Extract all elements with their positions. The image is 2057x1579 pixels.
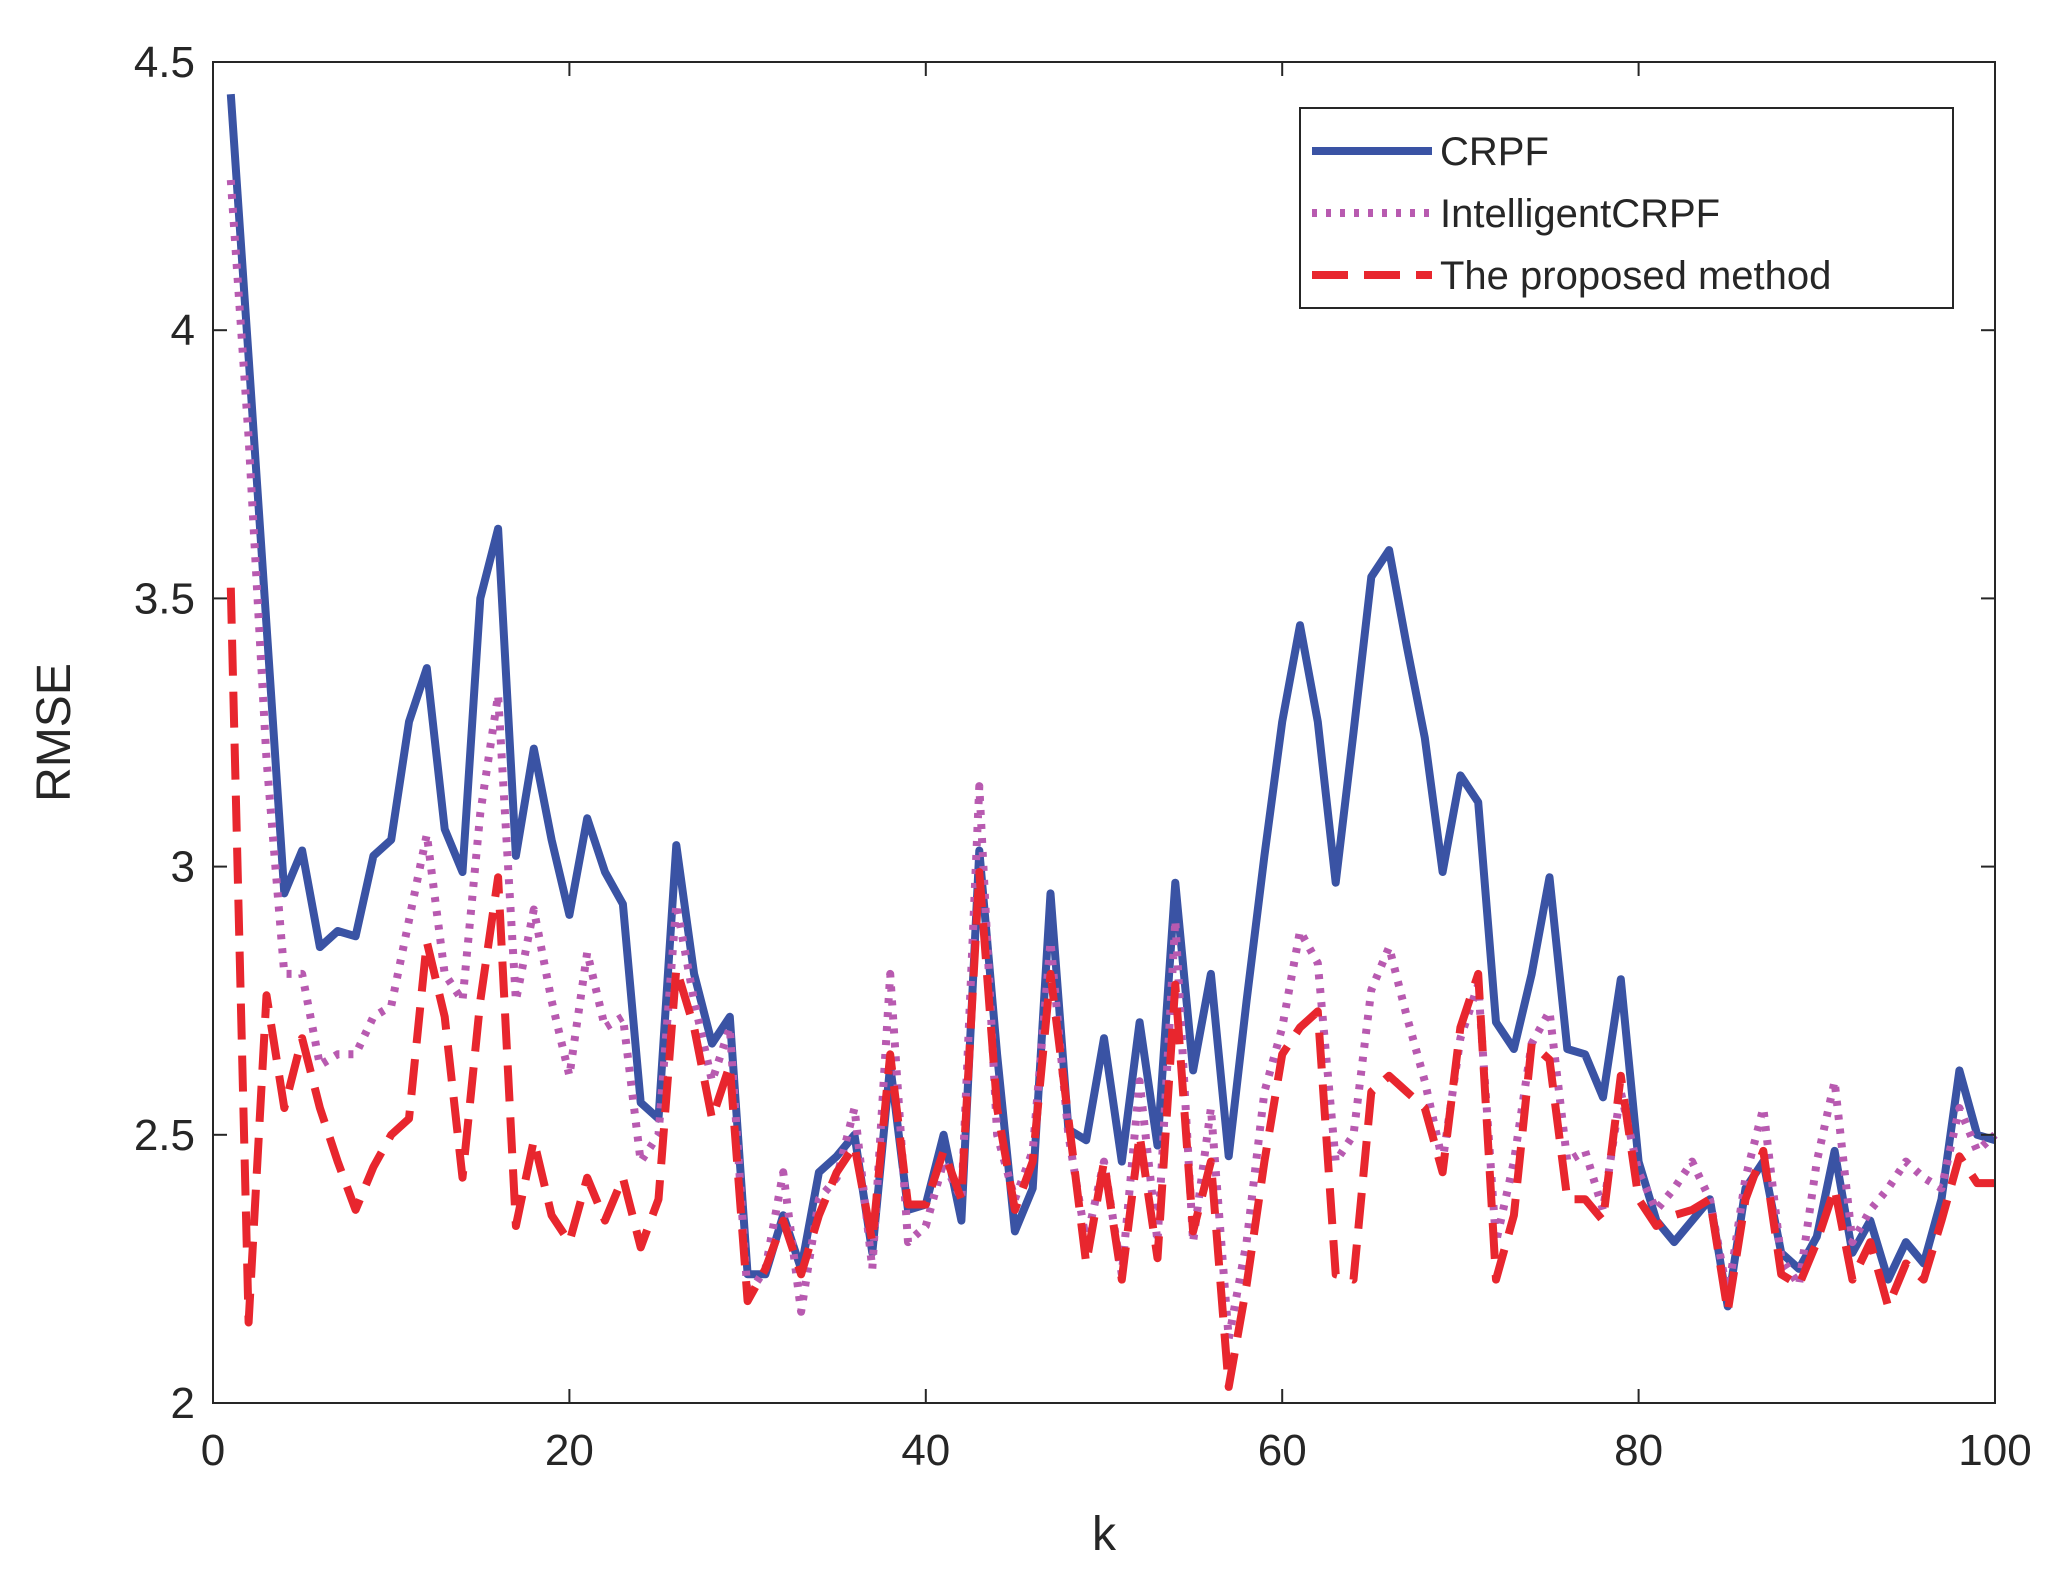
x-axis-label: k [1092, 1508, 1117, 1561]
legend: CRPF IntelligentCRPF The proposed method [1299, 107, 1954, 309]
y-tick-label: 3 [171, 843, 195, 892]
y-tick-label: 4 [171, 306, 195, 355]
series-line-intelligentcrpf [226, 179, 1998, 1343]
x-tick-label: 80 [1614, 1426, 1663, 1475]
y-tick-label: 4.5 [134, 38, 195, 87]
legend-label: IntelligentCRPF [1440, 192, 1720, 236]
series-layer [226, 93, 1998, 1391]
y-tick-label: 2.5 [134, 1111, 195, 1160]
x-tick-label: 0 [201, 1426, 225, 1475]
series-line-the-proposed-method [226, 587, 1995, 1391]
plot-frame [212, 61, 1996, 1404]
legend-label: CRPF [1440, 130, 1549, 174]
x-tick-label: 40 [901, 1426, 950, 1475]
y-tick-label: 2 [171, 1379, 195, 1428]
x-tick-label: 20 [545, 1426, 594, 1475]
y-axis-label: RMSE [28, 663, 81, 802]
tick-layer: 0 20 40 60 80 100 2 2.5 3 3.5 4 4.5 [134, 38, 2032, 1475]
x-tick-label: 60 [1258, 1426, 1307, 1475]
legend-label: The proposed method [1440, 254, 1831, 298]
y-tick-label: 3.5 [134, 574, 195, 623]
series-line-crpf [226, 93, 1997, 1311]
x-tick-label: 100 [1958, 1426, 2031, 1475]
legend-box [1299, 107, 1954, 309]
